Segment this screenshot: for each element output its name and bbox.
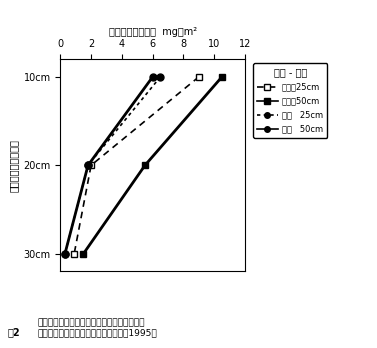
Text: 交互作圈場及び連作圈場におけるルビジウム
吸収量によるインゲンの根活力分布（1995）: 交互作圈場及び連作圈場におけるルビジウム 吸収量によるインゲンの根活力分布（19… — [38, 318, 158, 338]
Legend: 交互作25cm, 交互作50cm, 連作   25cm, 連作   50cm: 交互作25cm, 交互作50cm, 連作 25cm, 連作 50cm — [253, 63, 327, 138]
Y-axis label: ルビジウム洸入位置: ルビジウム洸入位置 — [9, 139, 19, 192]
Text: 図2: 図2 — [8, 327, 20, 338]
X-axis label: ルビジウム吸収量  mg／m²: ルビジウム吸収量 mg／m² — [109, 27, 197, 37]
